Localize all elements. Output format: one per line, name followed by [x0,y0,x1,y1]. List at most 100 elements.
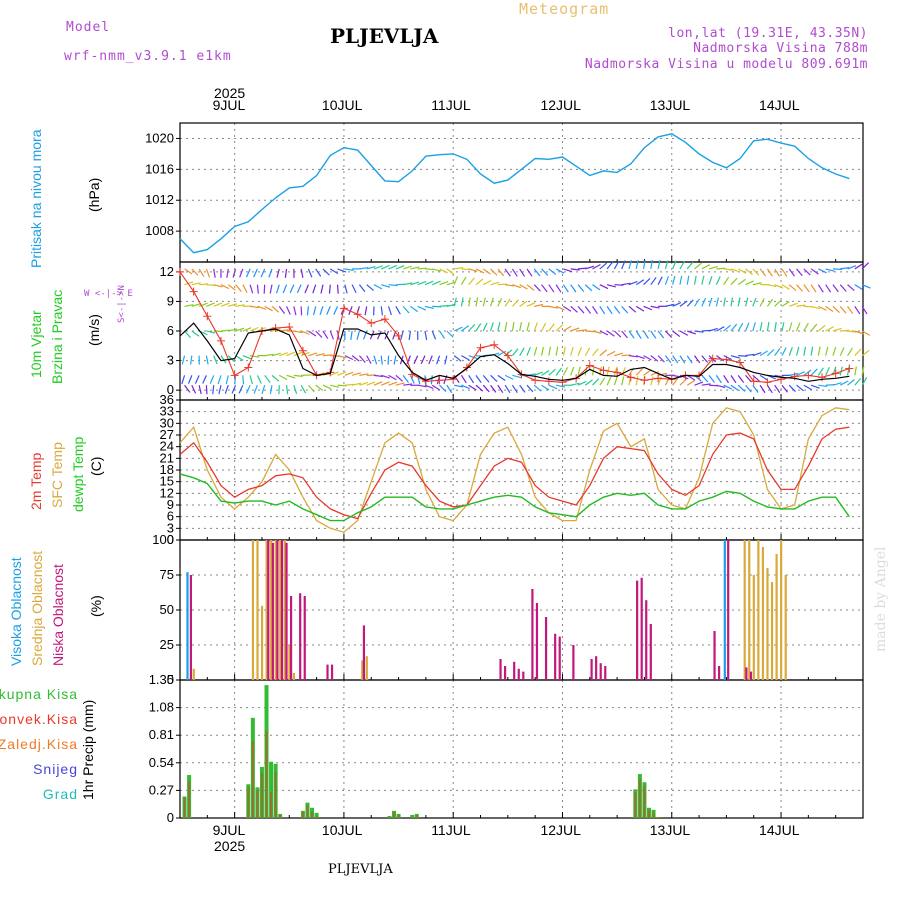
wind-arrow [424,330,428,340]
wind-arrow [672,260,677,270]
wind-arrow [672,377,679,386]
wind-arrow [293,374,303,377]
wind-arrow [497,268,505,277]
wind-arrow [344,268,354,271]
low-cloud-bar [558,636,561,680]
wind-arrow [351,284,357,294]
wind-arrow [306,306,310,316]
wind-arrow [333,306,339,315]
wind-arrow [430,375,433,385]
wind-arrow [818,305,827,311]
wind-arrow [664,355,672,364]
wind-arrow [228,328,238,332]
wind-arrow [672,302,682,307]
y-tick-label: 0 [167,672,174,687]
wind-arrow [832,327,842,332]
wind-arrow [774,268,781,277]
wind-arrow [533,284,541,292]
wind-arrow [621,305,629,314]
wind-arrow [337,268,347,273]
wind-arrow [585,265,595,270]
wind-arrow [232,268,237,278]
wind-arrow [781,268,788,277]
wind-arrow [293,306,297,316]
mid-cloud-bar [770,582,774,680]
wind-arrow [205,385,208,395]
wind-arrow [577,380,587,386]
y-tick-label: 9 [167,497,174,512]
wind-arrow [417,267,427,270]
wind-arrow [490,268,498,276]
wind-arrow [635,330,642,339]
wind-arrow [541,268,549,276]
wind-arrow [191,384,197,394]
low-cloud-bar [503,666,507,680]
wind-arrow [220,284,230,290]
wind-arrow [796,304,806,307]
wind-arrow [774,322,777,332]
wind-arrow [788,384,796,393]
wind-arrow [745,384,752,393]
wind-arrow [322,384,332,390]
wind-gust-marker [339,304,348,313]
low-cloud-bar [595,656,598,680]
wind-arrow [664,330,673,338]
wind-arrow [730,384,739,391]
wind-arrow [395,382,405,386]
wind-arrow [759,384,766,394]
wind-arrow [453,276,459,285]
wind-arrow [519,322,523,332]
wind-arrow [264,374,271,383]
wind-arrow [825,346,829,356]
date-label: 11JUL [431,822,471,838]
wind-arrow [555,324,564,332]
wind-arrow [497,374,506,382]
low-cloud-bar [554,633,557,680]
wind-gust-marker [421,377,430,386]
wind-arrow [263,284,266,294]
wind-arrow [541,384,550,391]
wind-arrow [759,268,767,277]
wind-arrow [468,375,475,384]
low-cloud-bar [299,593,302,680]
wind-arrow [322,268,330,276]
wind-arrow [366,265,376,270]
low-cloud-bar [285,542,288,680]
date-label: 12JUL [540,97,581,113]
year-top: 2025 [214,85,246,101]
wind-arrow [847,379,855,386]
wind-arrow [264,305,273,312]
wind-arrow [861,284,871,289]
wind-arrow [511,299,520,307]
wind-arrow [643,355,652,361]
wind-arrow [766,298,774,307]
low-cloud-bar [289,596,293,680]
wind-arrow [315,353,325,357]
wind-arrow [489,322,494,332]
wind-arrow [679,378,687,386]
wind-arrow [393,355,397,365]
wind-gust-marker [544,377,553,386]
wind-arrow [606,376,612,386]
wind-arrow [350,330,353,340]
wind-arrow [417,305,427,311]
wind-gust-marker [203,312,212,321]
wind-arrow [344,355,354,361]
low-cloud-bar [267,540,270,680]
wind-arrow [402,374,409,383]
wind-gust-marker [449,375,458,384]
wind-arrow [599,377,606,386]
wind-arrow [376,330,382,340]
wind-gust-marker [462,363,471,372]
wind-arrow [679,374,689,380]
precip-conv-bar [311,811,314,818]
y-tick-label: 0 [167,810,174,825]
precip-conv-bar [301,811,304,818]
wind-arrow [351,382,362,386]
wind-arrow [555,384,566,388]
wind-gust-marker [285,323,294,332]
wind-arrow [584,305,592,314]
mid-cloud-bar [251,540,255,680]
wind-arrow [245,268,251,278]
wind-arrow [723,375,730,384]
